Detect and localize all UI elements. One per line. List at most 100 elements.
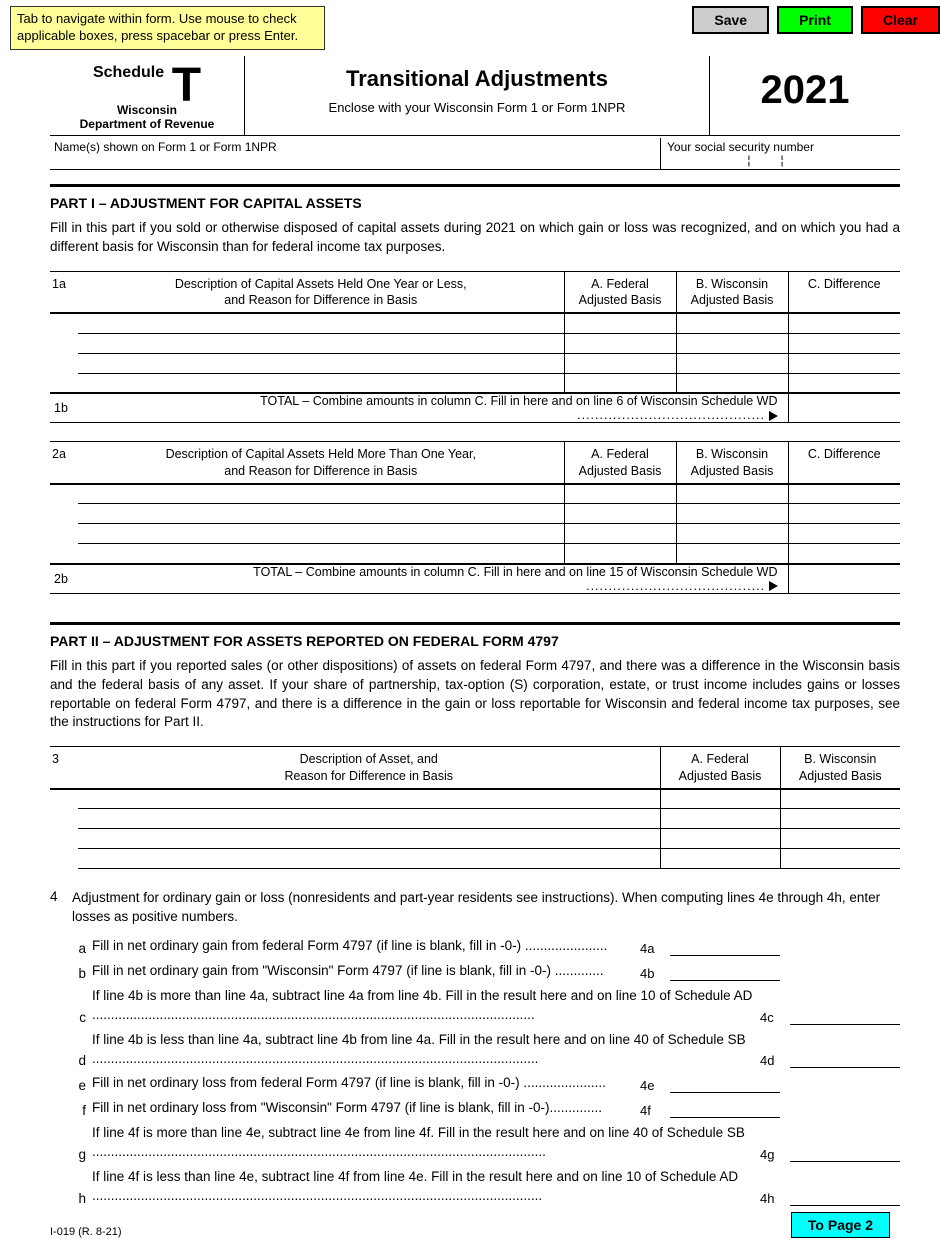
input-1a-b-4[interactable] bbox=[676, 373, 788, 393]
input-4a[interactable] bbox=[670, 940, 780, 956]
input-4d[interactable] bbox=[790, 1052, 900, 1068]
input-2a-desc-4[interactable] bbox=[78, 544, 564, 564]
line-2a: 2a bbox=[50, 442, 78, 484]
total-1b-text: TOTAL – Combine amounts in column C. Fil… bbox=[78, 393, 788, 423]
input-2b-total[interactable] bbox=[788, 564, 900, 594]
ssn-dashes: ¦¦ bbox=[661, 153, 900, 167]
table-1a: 1a Description of Capital Assets Held On… bbox=[50, 271, 900, 424]
dept-label: Department of Revenue bbox=[50, 117, 244, 131]
ssn-label: Your social security number bbox=[667, 140, 814, 154]
lbl-4b: 4b bbox=[640, 966, 666, 981]
lbl-4h: 4h bbox=[760, 1191, 786, 1206]
input-2a-c-2[interactable] bbox=[788, 504, 900, 524]
input-3-desc-1[interactable] bbox=[78, 789, 660, 809]
txt-4c: If line 4b is more than line 4a, subtrac… bbox=[92, 987, 760, 1025]
col-a-1a: A. Federal Adjusted Basis bbox=[564, 271, 676, 313]
part1-instr: Fill in this part if you sold or otherwi… bbox=[50, 219, 900, 257]
let-4b: b bbox=[72, 966, 92, 981]
input-3-desc-4[interactable] bbox=[78, 849, 660, 869]
col-a-2a: A. Federal Adjusted Basis bbox=[564, 442, 676, 484]
col-c-2a: C. Difference bbox=[788, 442, 900, 484]
input-3-desc-2[interactable] bbox=[78, 809, 660, 829]
line-1a: 1a bbox=[50, 271, 78, 313]
form-subtitle: Enclose with your Wisconsin Form 1 or Fo… bbox=[245, 100, 709, 115]
input-4g[interactable] bbox=[790, 1146, 900, 1162]
print-button[interactable]: Print bbox=[777, 6, 853, 34]
input-2a-a-3[interactable] bbox=[564, 524, 676, 544]
input-2a-a-1[interactable] bbox=[564, 484, 676, 504]
input-4b[interactable] bbox=[670, 965, 780, 981]
input-3-a-4[interactable] bbox=[660, 849, 780, 869]
arrow-icon bbox=[769, 411, 778, 421]
save-button[interactable]: Save bbox=[692, 6, 769, 34]
let-4c: c bbox=[72, 1010, 92, 1025]
input-1a-desc-4[interactable] bbox=[78, 373, 564, 393]
input-1a-a-2[interactable] bbox=[564, 333, 676, 353]
input-1a-a-3[interactable] bbox=[564, 353, 676, 373]
input-1a-b-3[interactable] bbox=[676, 353, 788, 373]
input-3-b-4[interactable] bbox=[780, 849, 900, 869]
input-2a-b-4[interactable] bbox=[676, 544, 788, 564]
col-b-3: B. Wisconsin Adjusted Basis bbox=[780, 747, 900, 789]
input-2a-a-2[interactable] bbox=[564, 504, 676, 524]
input-1a-a-1[interactable] bbox=[564, 313, 676, 333]
input-4e[interactable] bbox=[670, 1077, 780, 1093]
input-2a-b-3[interactable] bbox=[676, 524, 788, 544]
input-3-b-2[interactable] bbox=[780, 809, 900, 829]
let-4g: g bbox=[72, 1147, 92, 1162]
input-1b-total[interactable] bbox=[788, 393, 900, 423]
clear-button[interactable]: Clear bbox=[861, 6, 940, 34]
input-2a-c-3[interactable] bbox=[788, 524, 900, 544]
input-4f[interactable] bbox=[670, 1102, 780, 1118]
input-1a-c-1[interactable] bbox=[788, 313, 900, 333]
let-4d: d bbox=[72, 1053, 92, 1068]
input-2a-a-4[interactable] bbox=[564, 544, 676, 564]
part2-title: PART II – ADJUSTMENT FOR ASSETS REPORTED… bbox=[50, 633, 900, 649]
input-2a-desc-3[interactable] bbox=[78, 524, 564, 544]
input-4h[interactable] bbox=[790, 1190, 900, 1206]
lbl-4g: 4g bbox=[760, 1147, 786, 1162]
line-4: 4 bbox=[50, 889, 72, 927]
input-1a-desc-3[interactable] bbox=[78, 353, 564, 373]
input-3-a-3[interactable] bbox=[660, 829, 780, 849]
arrow-icon bbox=[769, 581, 778, 591]
input-1a-b-2[interactable] bbox=[676, 333, 788, 353]
txt-4h: If line 4f is less than line 4e, subtrac… bbox=[92, 1168, 760, 1206]
input-1a-c-4[interactable] bbox=[788, 373, 900, 393]
input-1a-desc-2[interactable] bbox=[78, 333, 564, 353]
input-3-desc-3[interactable] bbox=[78, 829, 660, 849]
ssn-field[interactable]: Your social security number ¦¦ bbox=[660, 138, 900, 169]
header-center: Transitional Adjustments Enclose with yo… bbox=[245, 56, 710, 135]
input-3-a-1[interactable] bbox=[660, 789, 780, 809]
let-4f: f bbox=[72, 1103, 92, 1118]
form-title: Transitional Adjustments bbox=[245, 66, 709, 92]
sec4-head-text: Adjustment for ordinary gain or loss (no… bbox=[72, 889, 900, 927]
input-2a-b-1[interactable] bbox=[676, 484, 788, 504]
input-2a-c-1[interactable] bbox=[788, 484, 900, 504]
line-3: 3 bbox=[50, 747, 78, 789]
tax-year: 2021 bbox=[710, 68, 900, 113]
input-2a-b-2[interactable] bbox=[676, 504, 788, 524]
input-1a-c-3[interactable] bbox=[788, 353, 900, 373]
input-4c[interactable] bbox=[790, 1009, 900, 1025]
lbl-4c: 4c bbox=[760, 1010, 786, 1025]
input-1a-b-1[interactable] bbox=[676, 313, 788, 333]
input-3-b-1[interactable] bbox=[780, 789, 900, 809]
part2-instr: Fill in this part if you reported sales … bbox=[50, 657, 900, 733]
input-1a-c-2[interactable] bbox=[788, 333, 900, 353]
line-1b: 1b bbox=[50, 393, 78, 423]
input-2a-desc-2[interactable] bbox=[78, 504, 564, 524]
lbl-4e: 4e bbox=[640, 1078, 666, 1093]
name-field[interactable]: Name(s) shown on Form 1 or Form 1NPR bbox=[50, 138, 660, 169]
input-2a-c-4[interactable] bbox=[788, 544, 900, 564]
to-page2-button[interactable]: To Page 2 bbox=[791, 1212, 890, 1238]
input-3-b-3[interactable] bbox=[780, 829, 900, 849]
let-4e: e bbox=[72, 1078, 92, 1093]
input-3-a-2[interactable] bbox=[660, 809, 780, 829]
table-2a: 2a Description of Capital Assets Held Mo… bbox=[50, 441, 900, 594]
col-desc-3: Description of Asset, and Reason for Dif… bbox=[78, 747, 660, 789]
input-2a-desc-1[interactable] bbox=[78, 484, 564, 504]
lbl-4f: 4f bbox=[640, 1103, 666, 1118]
input-1a-a-4[interactable] bbox=[564, 373, 676, 393]
input-1a-desc-1[interactable] bbox=[78, 313, 564, 333]
